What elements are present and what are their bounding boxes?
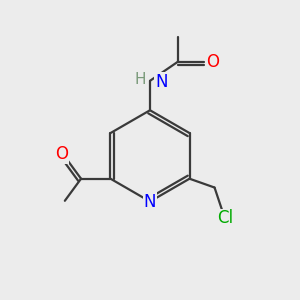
Text: N: N: [155, 73, 168, 91]
Text: N: N: [144, 193, 156, 211]
Text: O: O: [56, 145, 68, 163]
Text: H: H: [135, 72, 146, 87]
Text: Cl: Cl: [217, 209, 233, 227]
Text: O: O: [206, 53, 219, 71]
